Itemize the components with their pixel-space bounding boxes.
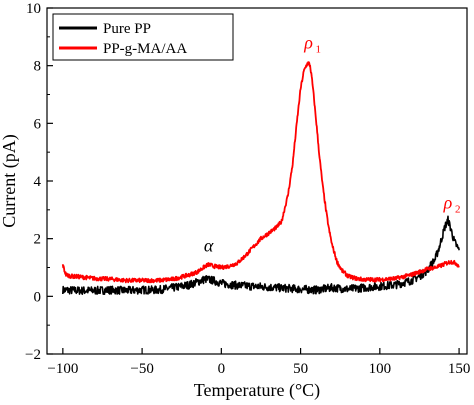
y-tick-label: 2 bbox=[34, 232, 42, 248]
annotation-layer: αρ 1ρ 2 bbox=[204, 32, 461, 255]
annotation-subscript: 1 bbox=[316, 43, 322, 55]
x-tick-label: −50 bbox=[130, 361, 153, 377]
y-tick-label: 10 bbox=[26, 1, 41, 17]
x-tick-label: 50 bbox=[293, 361, 308, 377]
legend-box bbox=[52, 13, 234, 61]
series-pp-g-ma-aa-line bbox=[61, 61, 460, 284]
y-tick-label: 0 bbox=[34, 289, 42, 305]
x-tick-label: −100 bbox=[47, 361, 78, 377]
y-tick-label: −2 bbox=[25, 347, 41, 363]
series-layer bbox=[61, 61, 460, 296]
annotation-rho1: ρ bbox=[303, 32, 313, 52]
y-tick-label: 8 bbox=[34, 59, 42, 75]
x-tick-label: 100 bbox=[369, 361, 392, 377]
series-pure-pp-line bbox=[62, 215, 460, 296]
y-axis-title: Current (pA) bbox=[0, 134, 20, 227]
legend: Pure PP PP-g-MA/AA bbox=[52, 13, 234, 61]
x-axis-title: Temperature (°C) bbox=[194, 380, 320, 401]
y-tick-label: 6 bbox=[34, 116, 42, 132]
x-tick-label: 150 bbox=[448, 361, 471, 377]
legend-label-pure-pp: Pure PP bbox=[103, 21, 151, 37]
annotation-rho2: ρ bbox=[443, 192, 453, 212]
annotation-alpha: α bbox=[204, 236, 214, 256]
legend-label-pp-g-ma-aa: PP-g-MA/AA bbox=[103, 41, 187, 57]
axes-layer: −100 −50 0 50 100 150 −2 0 2 4 6 8 10 bbox=[25, 1, 470, 377]
annotation-subscript: 2 bbox=[455, 203, 461, 215]
x-tick-label: 0 bbox=[218, 361, 226, 377]
y-tick-label: 4 bbox=[34, 174, 42, 190]
